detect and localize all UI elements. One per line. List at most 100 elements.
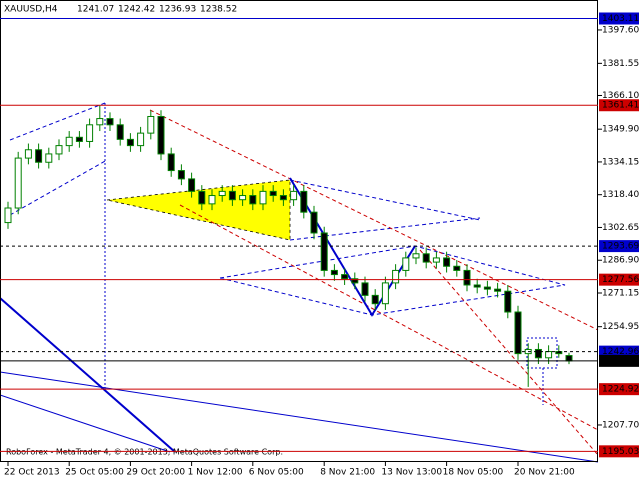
candle-body [55, 145, 63, 155]
candle-body [351, 278, 359, 284]
y-tick-label: 1334.15 [602, 157, 639, 167]
candle-body [157, 115, 165, 155]
footer: RoboForex - MetaTrader 4, © 2001-2013, M… [6, 448, 283, 457]
candle-body [75, 136, 83, 142]
candle-body [432, 257, 440, 263]
level-label: 1361.41 [602, 101, 639, 111]
level-label-box [599, 445, 639, 458]
candle-body [269, 190, 277, 197]
candle-body [65, 136, 73, 147]
candle-body [137, 132, 145, 147]
candle-body [218, 190, 226, 197]
candle-body [177, 170, 185, 180]
y-tick-label: 1397.60 [602, 25, 639, 35]
x-tick-label: 18 Nov 05:00 [443, 468, 504, 478]
candle-body [361, 282, 369, 296]
candle-body [565, 355, 573, 362]
candle-body [147, 115, 155, 134]
candle-body [381, 282, 389, 305]
level-label-box [599, 345, 639, 358]
level-label-box [599, 273, 639, 286]
x-tick-label: 25 Oct 05:00 [65, 468, 124, 478]
level-label: 1277.56 [602, 275, 639, 285]
candle-body [341, 274, 349, 280]
x-tick-label: 1 Nov 12:00 [188, 468, 243, 478]
candle-body [504, 290, 512, 313]
x-tick-label: 20 Nov 21:00 [514, 468, 575, 478]
candle-body [249, 195, 257, 205]
candle-body [86, 124, 94, 142]
level-label: 1195.03 [602, 447, 639, 457]
candle-body [453, 265, 461, 271]
y-tick-label: 1366.10 [602, 91, 639, 101]
candle-body [483, 286, 491, 290]
candle-body [167, 153, 175, 172]
y-tick-label: 1318.40 [602, 190, 639, 200]
level-label-box [599, 12, 639, 25]
y-tick-label: 1381.55 [602, 59, 639, 69]
x-tick-label: 13 Nov 13:00 [381, 468, 442, 478]
level-label-box [599, 240, 639, 253]
candle-body [35, 149, 43, 163]
x-tick-label: 22 Oct 2013 [4, 468, 60, 478]
header: XAUUSD,H4 1241.07 1242.42 1236.93 1238.5… [4, 5, 237, 15]
candle-body [198, 190, 206, 205]
level-label: 1242.96 [602, 347, 639, 357]
candle-body [422, 253, 430, 263]
close-value: 1238.52 [200, 5, 237, 15]
candle-body [443, 257, 451, 267]
y-tick-label: 1207.70 [602, 420, 639, 430]
candle-body [310, 211, 318, 234]
candle-body [290, 190, 298, 201]
level-label: 1403.11 [602, 14, 639, 24]
level-label: 1238.52 [602, 356, 639, 366]
x-tick-label: 29 Oct 20:00 [126, 468, 185, 478]
level-label-box [599, 383, 639, 396]
y-tick-label: 1349.90 [602, 125, 639, 135]
candle-body [96, 118, 104, 126]
candle-body [106, 118, 114, 126]
candle-body [392, 269, 400, 284]
candle-body [14, 157, 22, 209]
candle-body [320, 232, 328, 271]
open-value: 1241.07 [77, 5, 114, 15]
marks [4, 105, 573, 387]
candle-body [126, 138, 134, 147]
y-tick-label: 1302.65 [602, 223, 639, 233]
candle-body [228, 190, 236, 201]
candle-body [116, 124, 124, 140]
y-tick-label: 1286.90 [602, 256, 639, 266]
symbol: XAUUSD,H4 [4, 5, 58, 15]
candle-body [188, 178, 196, 192]
candle-body [259, 190, 267, 205]
candle-body [208, 195, 216, 205]
y-tick-label: 1271.15 [602, 288, 639, 298]
analysis-drawings [0, 102, 599, 463]
x-tick-label: 6 Nov 05:00 [249, 468, 304, 478]
candle-body [463, 269, 471, 286]
x-tick-label: 8 Nov 21:00 [320, 468, 375, 478]
candle-body [473, 284, 481, 288]
candle-body [412, 253, 420, 259]
candle-body [545, 351, 553, 359]
candle-body [45, 153, 53, 163]
candle-body [300, 190, 308, 213]
candle-body [24, 149, 32, 159]
candle-body [371, 294, 379, 305]
y-tick-label: 1254.95 [602, 322, 639, 332]
level-label-box [599, 354, 639, 367]
candle-body [330, 269, 338, 276]
candle-body [239, 195, 247, 201]
low-value: 1236.93 [159, 5, 196, 15]
candle-body [402, 257, 410, 271]
candle-body [534, 348, 542, 359]
candle-body [514, 311, 522, 355]
high-value: 1242.42 [118, 5, 155, 15]
plot-frame [0, 0, 598, 462]
candle-body [494, 288, 502, 292]
level-label: 1293.69 [602, 242, 639, 252]
candle-body [279, 195, 287, 201]
